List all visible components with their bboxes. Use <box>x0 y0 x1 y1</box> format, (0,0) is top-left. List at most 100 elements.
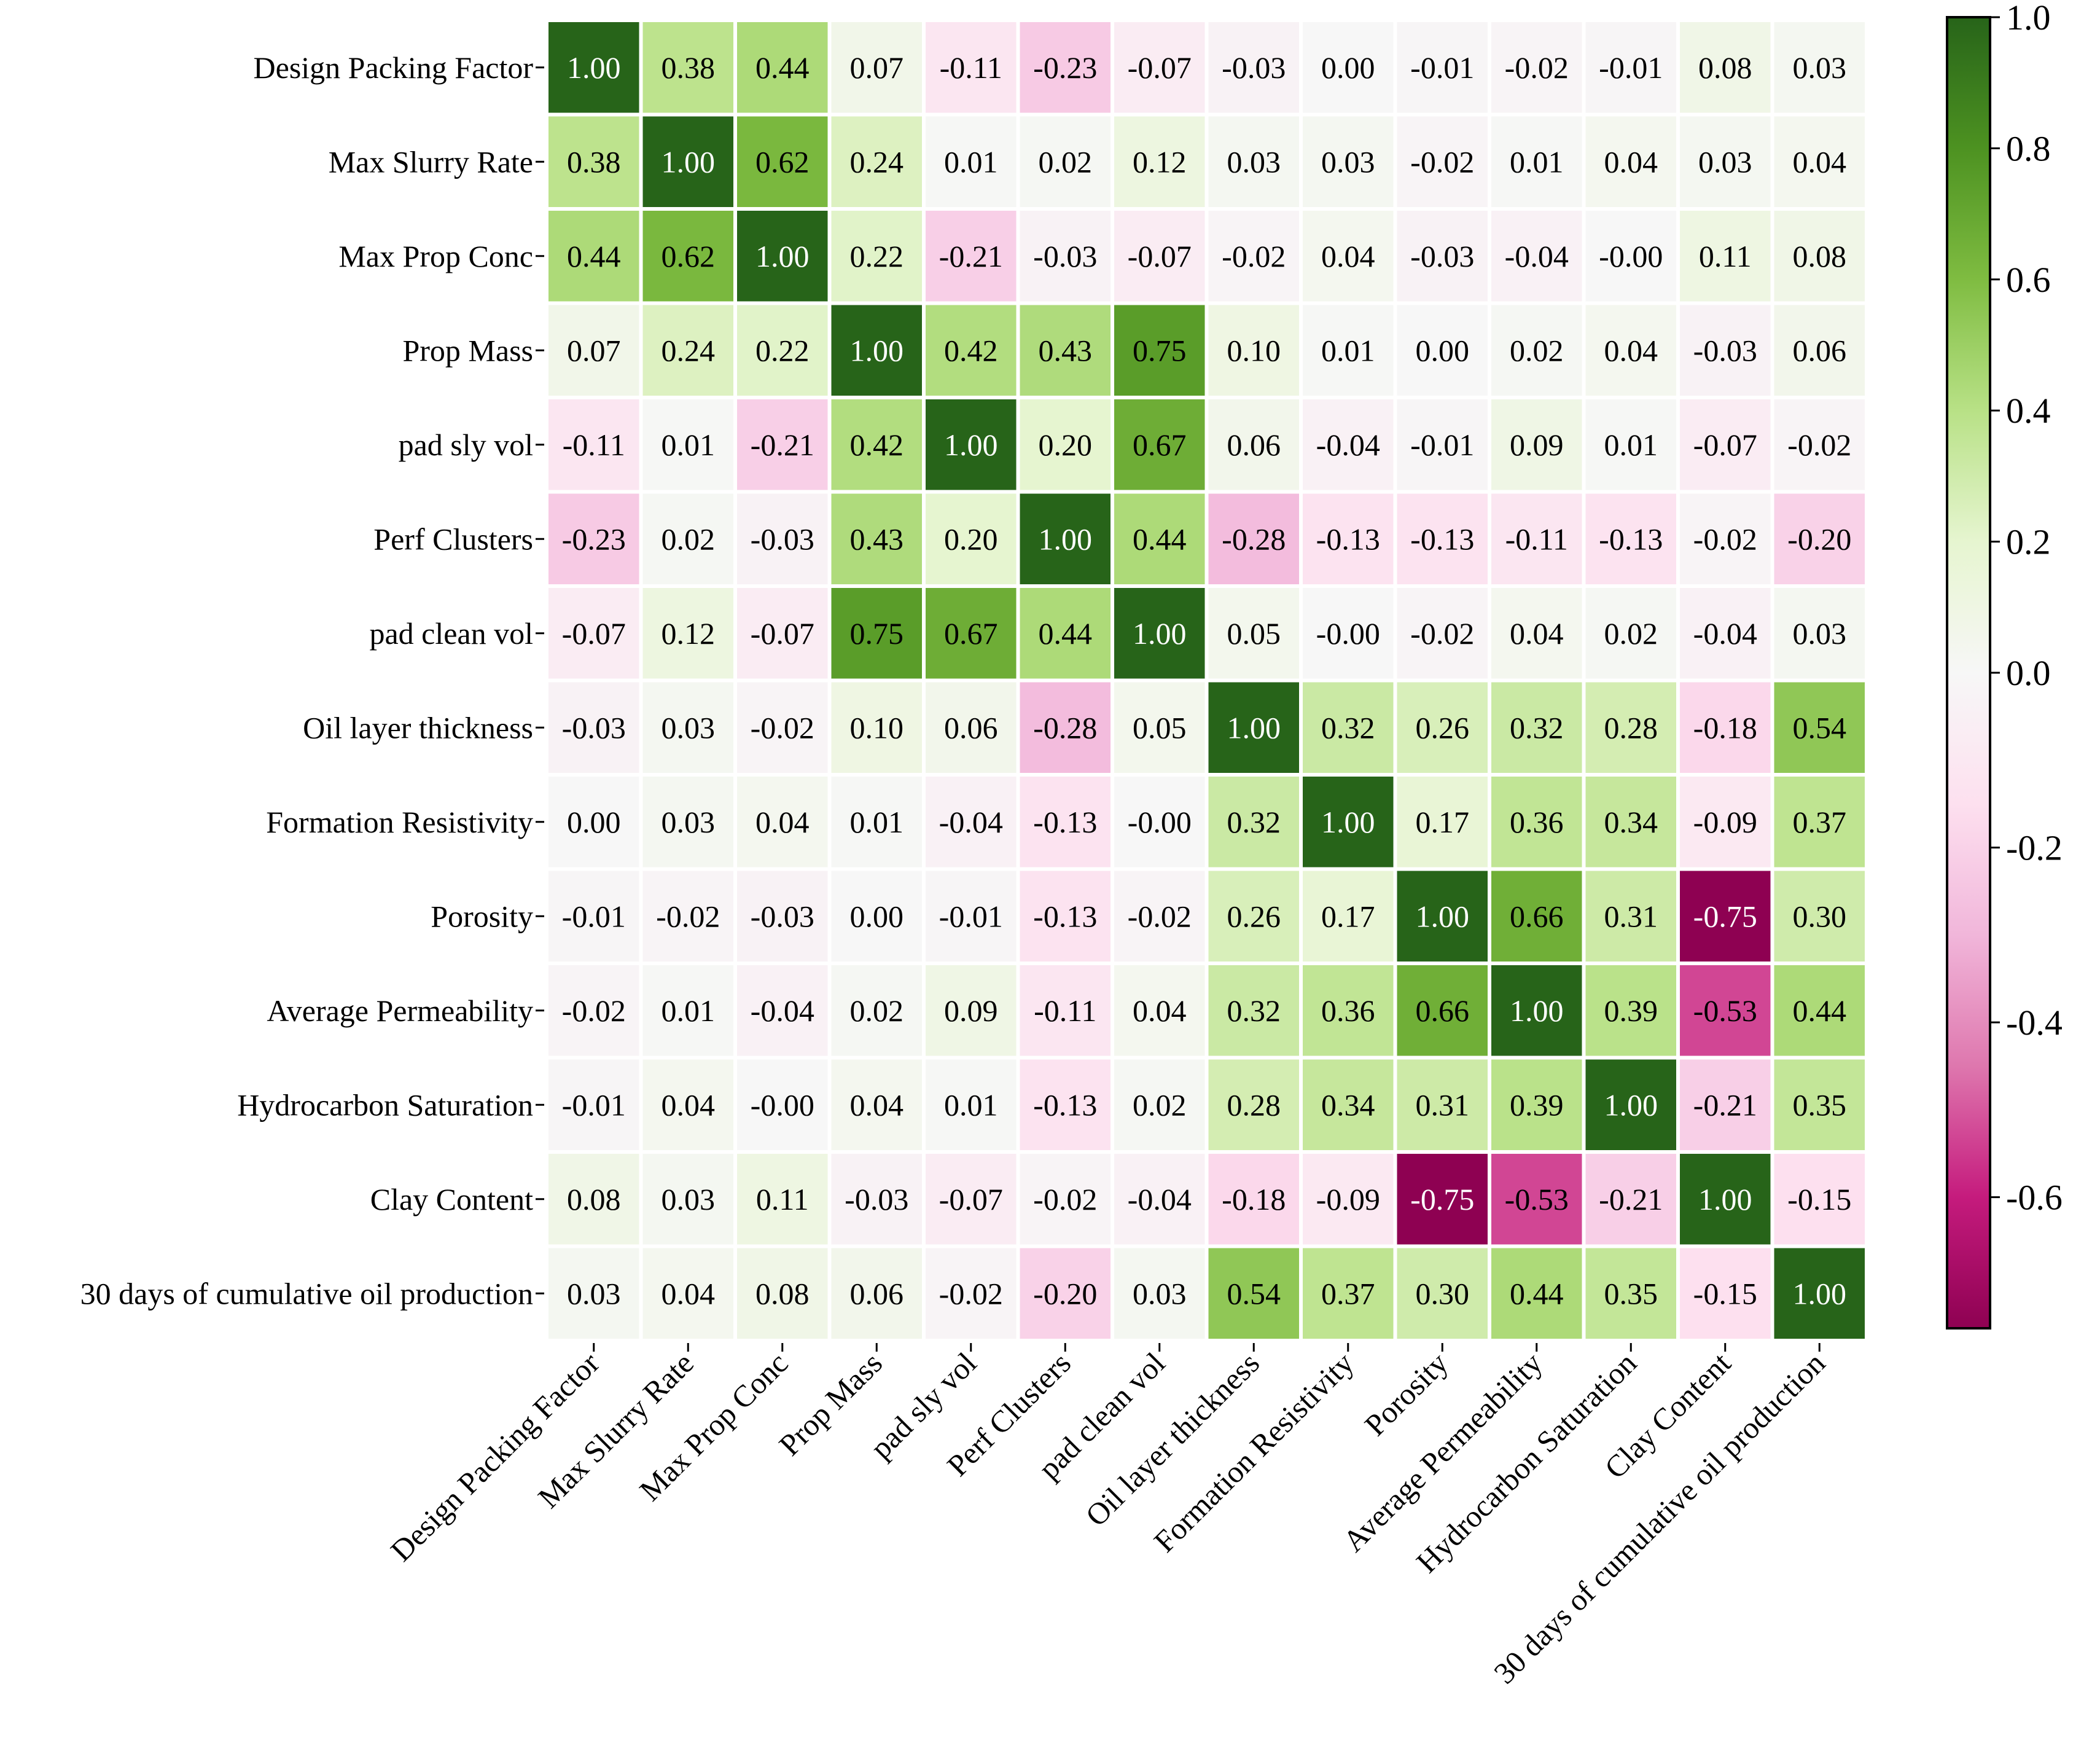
cell-value-label: 0.00 <box>1416 333 1470 367</box>
heatmap-cell <box>1585 1059 1676 1150</box>
cell-value-label: 0.43 <box>1039 333 1093 367</box>
y-axis: Design Packing Factor Max Slurry Rate Max … <box>80 50 544 1310</box>
cell-value-label: 0.01 <box>1510 144 1564 179</box>
y-tick-label: Prop Mass <box>402 333 533 367</box>
cell-value-label: 0.04 <box>850 1087 904 1122</box>
cell-value-label: 0.09 <box>944 993 998 1028</box>
cell-value-label: 1.00 <box>1227 710 1281 745</box>
cell-value-label: 0.44 <box>1039 616 1093 651</box>
heatmap-cell <box>1114 211 1205 302</box>
cell-value-label: -0.02 <box>1787 428 1851 462</box>
heatmap-cell <box>642 493 733 584</box>
cell-value-label: -0.53 <box>1505 1182 1569 1216</box>
colorbar-tick-label: 0.2 <box>2006 522 2051 562</box>
cell-value-label: 1.00 <box>1039 522 1093 556</box>
heatmap-cell <box>1303 871 1394 962</box>
heatmap-cell <box>1397 493 1488 584</box>
cell-value-label: 0.07 <box>567 333 621 367</box>
cell-value-label: -0.23 <box>562 522 626 556</box>
heatmap-cells <box>548 22 1865 1339</box>
cell-value-label: 0.42 <box>850 428 904 462</box>
cell-value-label: 0.03 <box>1793 616 1847 651</box>
cell-value-label: 0.42 <box>944 333 998 367</box>
heatmap-cell <box>1303 399 1394 490</box>
cell-value-label: -0.11 <box>940 50 1002 85</box>
cell-value-label: -0.01 <box>562 1087 626 1122</box>
heatmap-cell <box>548 1248 639 1339</box>
heatmap-cell <box>831 1154 922 1245</box>
cell-value-label: 0.07 <box>850 50 904 85</box>
cell-value-label: 0.11 <box>1699 239 1752 273</box>
cell-value-label: 0.32 <box>1510 710 1564 745</box>
heatmap-cell <box>642 211 733 302</box>
heatmap-cell <box>1020 871 1111 962</box>
x-tick-label: 30 days of cumulative oil production <box>1487 1345 1832 1690</box>
heatmap-cell <box>1585 1154 1676 1245</box>
cell-value-label: -0.02 <box>656 899 720 933</box>
heatmap-cell <box>1020 777 1111 868</box>
cell-value-label: 0.39 <box>1510 1087 1564 1122</box>
heatmap-cell <box>642 116 733 207</box>
y-tick-label: Clay Content <box>370 1182 533 1216</box>
heatmap-cell <box>1397 588 1488 679</box>
colorbar-tick-label: -0.2 <box>2006 828 2063 868</box>
y-tick-label: Max Slurry Rate <box>329 144 533 179</box>
y-tick-label: pad clean vol <box>369 616 533 651</box>
cell-value-label: 0.04 <box>755 805 810 839</box>
cell-value-label: 0.75 <box>850 616 904 651</box>
y-tick-label: Design Packing Factor <box>254 50 534 85</box>
heatmap-cell <box>926 399 1017 490</box>
cell-value-label: 0.00 <box>850 899 904 933</box>
heatmap-cell <box>1020 493 1111 584</box>
heatmap-cell <box>642 1248 733 1339</box>
cell-value-label: 0.02 <box>1510 333 1564 367</box>
heatmap-cell <box>548 871 639 962</box>
heatmap-cell <box>1208 588 1299 679</box>
heatmap-cell <box>1680 305 1771 396</box>
heatmap-cell <box>1397 777 1488 868</box>
heatmap-cell <box>1585 588 1676 679</box>
heatmap-cell <box>1774 588 1865 679</box>
heatmap-cell <box>1208 1059 1299 1150</box>
heatmap-cell <box>926 211 1017 302</box>
heatmap-cell <box>1020 1059 1111 1150</box>
cell-value-label: 0.62 <box>662 239 716 273</box>
heatmap-cell <box>1774 965 1865 1056</box>
cell-value-label: 0.36 <box>1510 805 1564 839</box>
heatmap-cell <box>1774 493 1865 584</box>
heatmap-cell <box>1114 493 1205 584</box>
cell-value-label: 0.04 <box>1133 993 1187 1028</box>
heatmap-cell <box>1020 1154 1111 1245</box>
heatmap-cell <box>1774 1248 1865 1339</box>
cell-value-label: -0.01 <box>1410 50 1474 85</box>
cell-value-label: -0.53 <box>1693 993 1757 1028</box>
colorbar-tick-label: 0.4 <box>2006 391 2051 431</box>
heatmap-cell <box>1774 871 1865 962</box>
cell-value-label: 0.37 <box>1321 1276 1375 1310</box>
cell-value-label: 0.10 <box>1227 333 1281 367</box>
cell-value-label: -0.03 <box>1222 50 1286 85</box>
cell-value-label: -0.02 <box>1033 1182 1097 1216</box>
cell-value-label: -0.75 <box>1693 899 1757 933</box>
heatmap-cell <box>831 116 922 207</box>
heatmap-values: 1.00 0.38 0.44 0.07 -0.11 -0.23 -0.07 -0.03 0.00… <box>562 50 1852 1311</box>
cell-value-label: 0.20 <box>1039 428 1093 462</box>
cell-value-label: 1.00 <box>1510 993 1564 1028</box>
heatmap-cell <box>1680 22 1771 113</box>
cell-value-label: 0.67 <box>944 616 998 651</box>
heatmap-cell <box>1397 22 1488 113</box>
cell-value-label: -0.75 <box>1410 1182 1474 1216</box>
heatmap-cell <box>737 1248 828 1339</box>
cell-value-label: -0.00 <box>1599 239 1663 273</box>
cell-value-label: 0.05 <box>1133 710 1187 745</box>
cell-value-label: 0.31 <box>1416 1087 1470 1122</box>
cell-value-label: -0.09 <box>1316 1182 1380 1216</box>
heatmap-cell <box>1114 22 1205 113</box>
heatmap-cell <box>548 682 639 773</box>
heatmap-cell <box>1114 1248 1205 1339</box>
heatmap-cell <box>1491 588 1582 679</box>
heatmap-cell <box>1114 305 1205 396</box>
heatmap-cell <box>548 22 639 113</box>
heatmap-cell <box>1491 965 1582 1056</box>
heatmap-cell <box>1303 116 1394 207</box>
